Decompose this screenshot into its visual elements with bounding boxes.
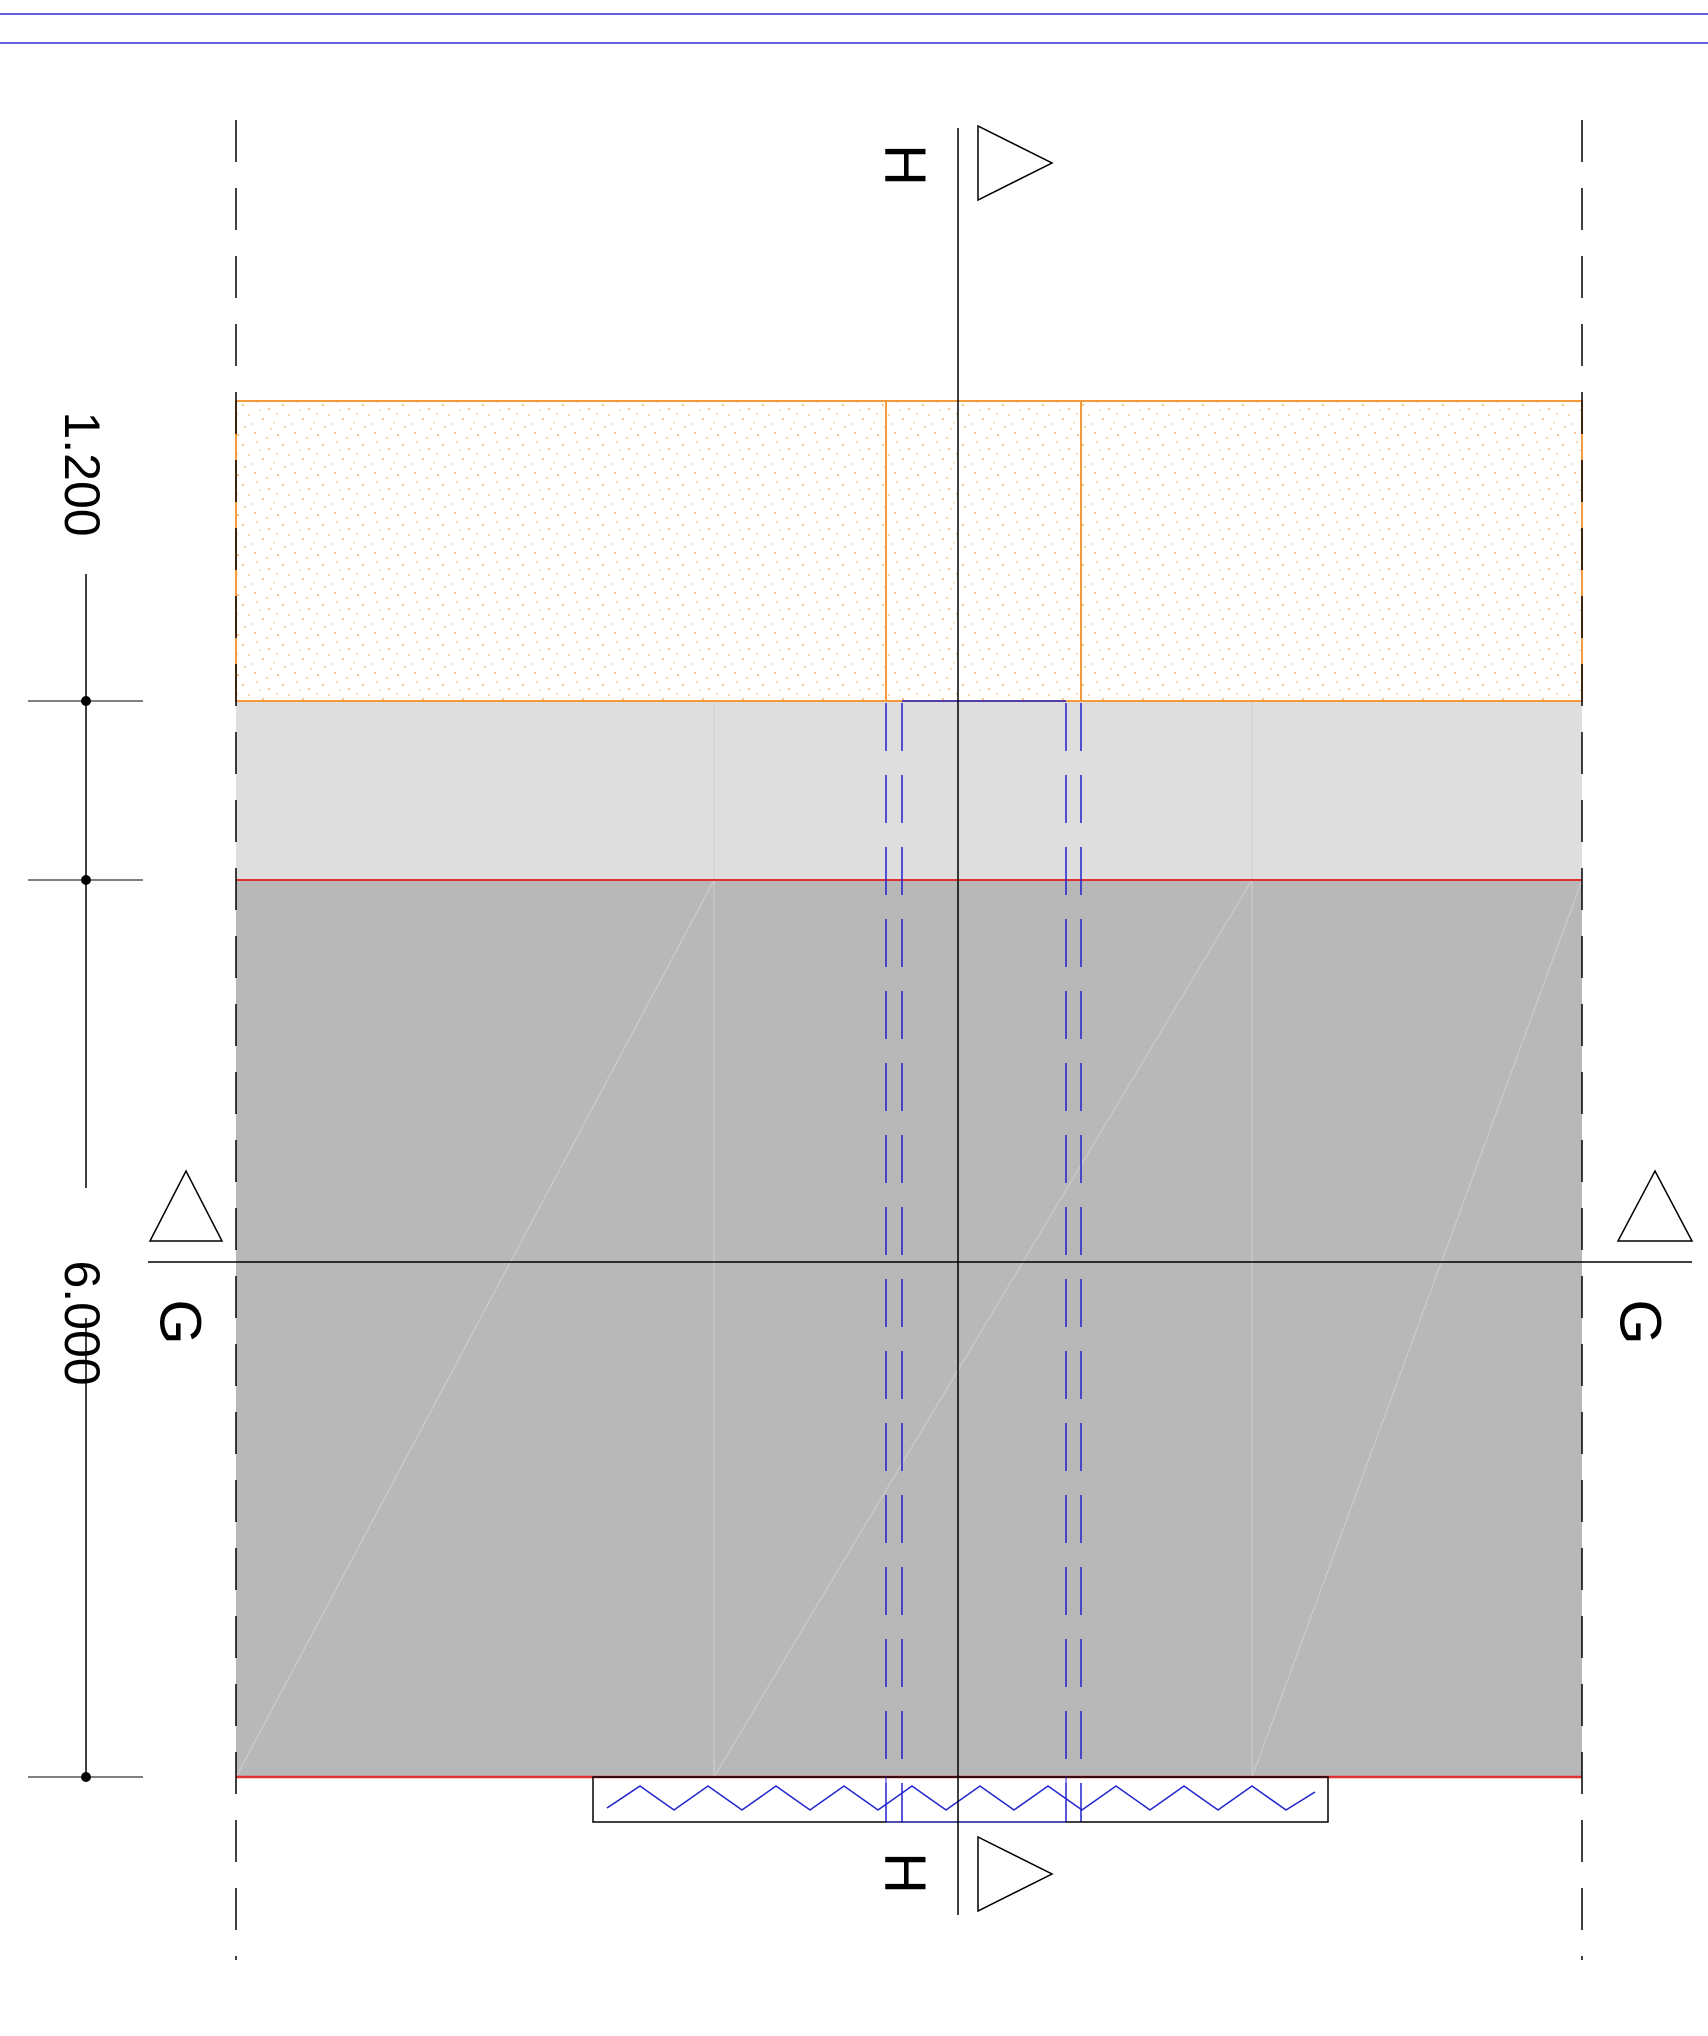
dimension-label-main: 6.000 <box>54 1260 110 1385</box>
section-arrow-g-right <box>1616 1169 1694 1242</box>
section-arrow-h-top <box>977 124 1054 202</box>
dimension-chain <box>28 574 143 1782</box>
dimension-label-top: 1.200 <box>54 411 110 536</box>
section-label-g-right: G <box>1608 1299 1673 1344</box>
insulation-layer <box>235 400 1583 702</box>
light-band <box>236 701 1582 880</box>
section-label-g-left: G <box>148 1299 213 1344</box>
section-label-h-bottom: H <box>873 1852 938 1894</box>
pipe-lines <box>885 703 1082 1822</box>
section-label-h-top: H <box>873 144 938 186</box>
section-arrow-h-bottom <box>977 1835 1054 1913</box>
concrete-slab <box>236 880 1582 1777</box>
footer-zigzag <box>606 1785 1316 1811</box>
section-arrow-g-left <box>148 1169 224 1242</box>
